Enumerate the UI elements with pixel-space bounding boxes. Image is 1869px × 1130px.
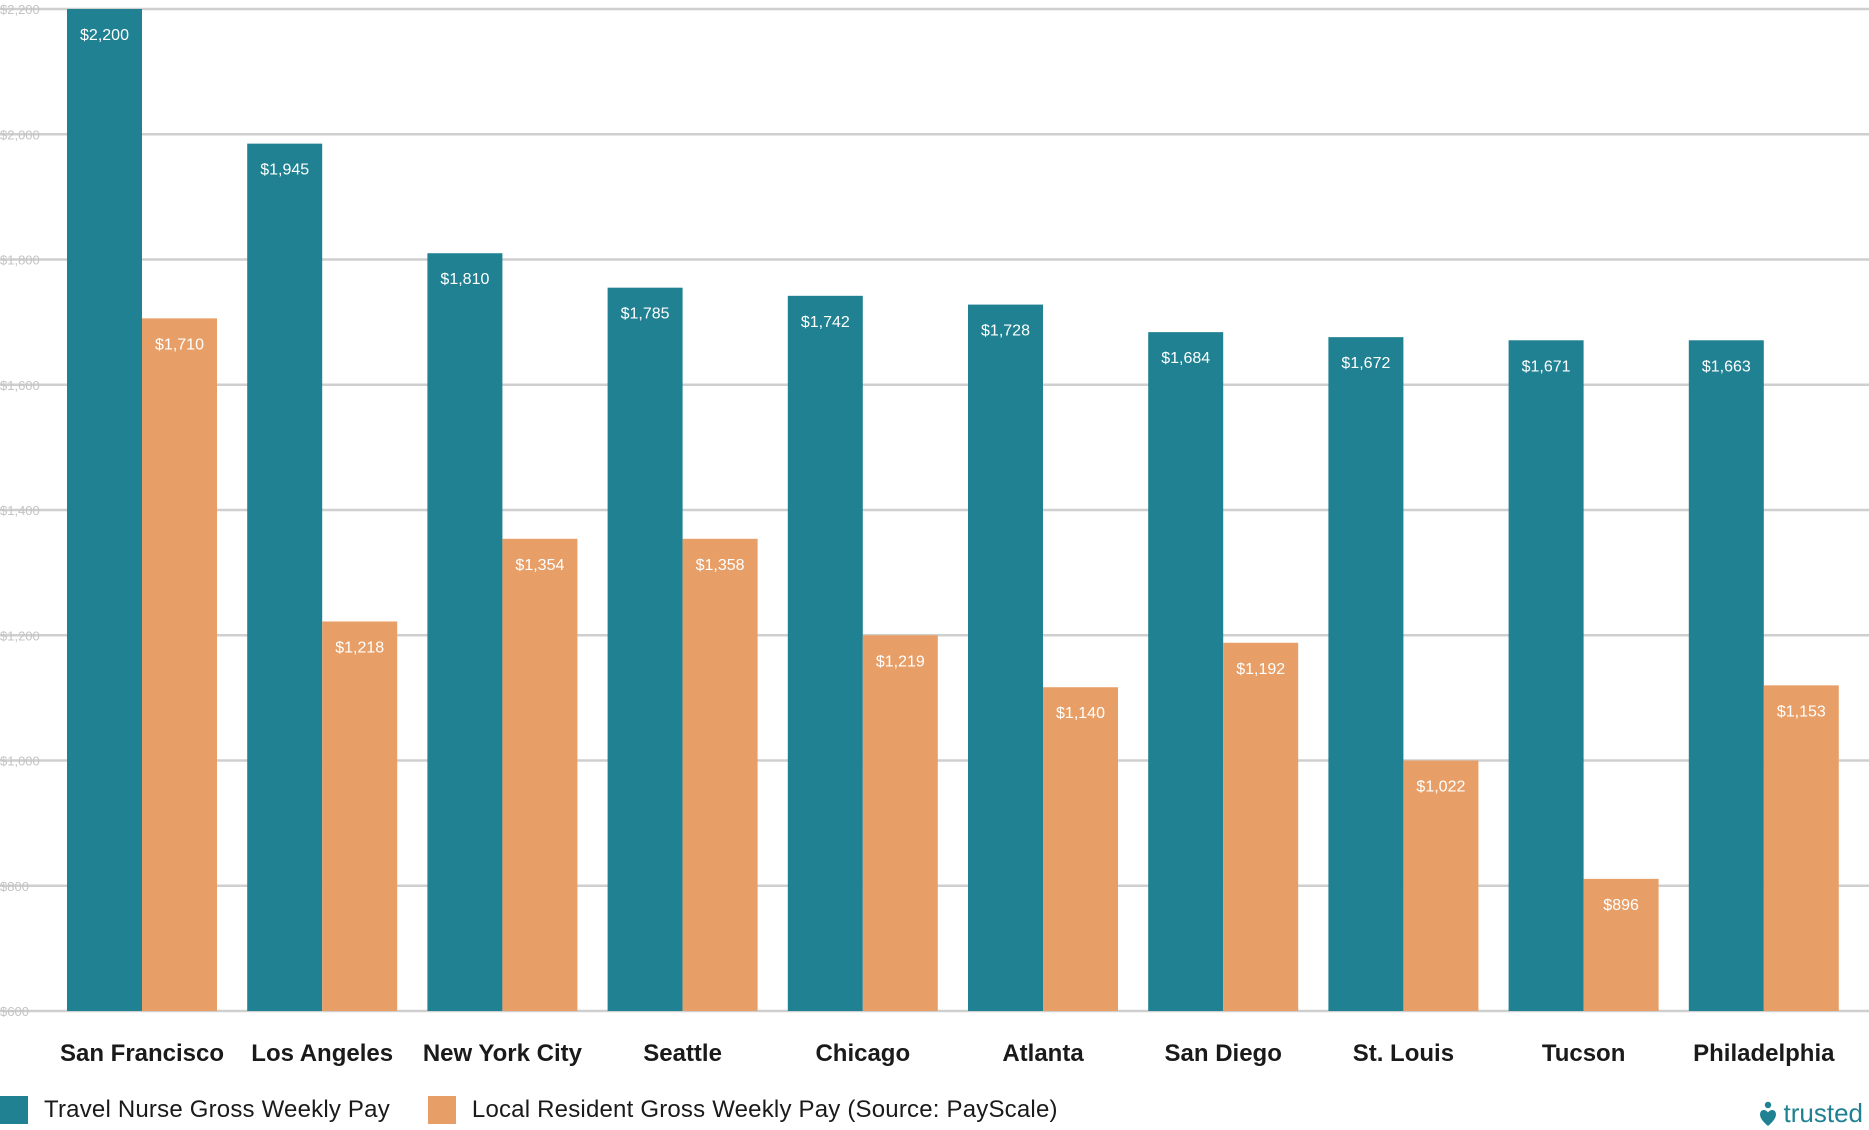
x-tick-label: Tucson bbox=[1542, 1040, 1626, 1067]
bar-value-label: $1,671 bbox=[1522, 358, 1571, 375]
bar bbox=[1043, 687, 1118, 1011]
bar-value-label: $1,153 bbox=[1777, 703, 1826, 720]
y-axis-ticks: $600 $800 $1,000 $1,200 $1,400 $1,600 $1,800 $2… bbox=[0, 2, 40, 1019]
bar bbox=[322, 621, 398, 1011]
y-tick-label: $1,000 bbox=[0, 754, 40, 769]
bar-value-label: $1,663 bbox=[1702, 358, 1751, 375]
bar-value-label: $1,710 bbox=[155, 336, 204, 353]
legend-label-local-resident: Local Resident Gross Weekly Pay (Source:… bbox=[471, 1096, 1058, 1123]
bar bbox=[1583, 878, 1659, 1011]
bar-value-label: $1,358 bbox=[696, 557, 745, 574]
legend-label-travel-nurse: Travel Nurse Gross Weekly Pay bbox=[44, 1096, 390, 1123]
x-axis-ticks: San Francisco Los Angeles New York City Sea… bbox=[60, 1040, 1835, 1067]
bar bbox=[1148, 332, 1224, 1011]
bar bbox=[968, 304, 1043, 1012]
y-tick-label: $600 bbox=[0, 1004, 29, 1019]
bar-chart: $600 $800 $1,000 $1,200 $1,400 $1,600 $1,800 $2… bbox=[0, 2, 1869, 1067]
bar-value-label: $1,022 bbox=[1416, 779, 1465, 796]
bar-value-label: $1,728 bbox=[981, 323, 1030, 340]
bar bbox=[427, 253, 503, 1012]
bar bbox=[142, 318, 217, 1011]
bar-value-label: $1,354 bbox=[515, 557, 564, 574]
bar bbox=[1763, 685, 1839, 1011]
bar bbox=[1403, 760, 1479, 1011]
bars bbox=[67, 9, 1839, 1012]
x-tick-label: Los Angeles bbox=[251, 1040, 393, 1067]
bar-value-label: $1,785 bbox=[621, 306, 670, 323]
bar-value-label: $1,810 bbox=[440, 271, 489, 288]
y-tick-label: $2,200 bbox=[0, 2, 40, 17]
x-tick-label: New York City bbox=[423, 1040, 583, 1067]
bar-value-label: $1,684 bbox=[1161, 350, 1210, 367]
bar bbox=[682, 538, 758, 1011]
bar bbox=[1223, 642, 1299, 1011]
x-tick-label: San Diego bbox=[1165, 1040, 1282, 1067]
x-tick-label: Chicago bbox=[815, 1040, 910, 1067]
bar-value-label: $1,742 bbox=[801, 314, 850, 331]
bar bbox=[67, 9, 142, 1011]
bar-value-label: $1,140 bbox=[1056, 705, 1105, 722]
bar-value-label: $896 bbox=[1603, 897, 1639, 914]
x-tick-label: St. Louis bbox=[1353, 1040, 1454, 1067]
x-tick-label: Philadelphia bbox=[1693, 1040, 1835, 1067]
y-tick-label: $1,800 bbox=[0, 253, 40, 268]
bar-value-label: $1,945 bbox=[260, 162, 309, 179]
y-tick-label: $800 bbox=[0, 879, 29, 894]
bar bbox=[1328, 337, 1404, 1011]
bar-value-label: $2,200 bbox=[80, 27, 129, 44]
y-tick-label: $2,000 bbox=[0, 127, 40, 142]
bar bbox=[1508, 340, 1584, 1011]
legend: Travel Nurse Gross Weekly Pay Local Resi… bbox=[0, 1090, 1096, 1130]
bar bbox=[862, 635, 938, 1011]
legend-item-local-resident: Local Resident Gross Weekly Pay (Source:… bbox=[427, 1096, 1058, 1124]
y-tick-label: $1,400 bbox=[0, 503, 40, 518]
x-tick-label: Seattle bbox=[643, 1040, 722, 1067]
bar bbox=[607, 287, 683, 1011]
bar-value-label: $1,192 bbox=[1236, 661, 1285, 678]
bar bbox=[787, 295, 863, 1011]
bar bbox=[1688, 340, 1764, 1011]
y-tick-label: $1,600 bbox=[0, 378, 40, 393]
bar bbox=[502, 538, 578, 1011]
brand-logo: trusted bbox=[1758, 1098, 1864, 1129]
y-tick-label: $1,200 bbox=[0, 628, 40, 643]
bar-value-label: $1,672 bbox=[1341, 355, 1390, 372]
bar-value-labels: $2,200 $1,710 $1,945 $1,218 $1,810 $1,354 $1,7… bbox=[80, 27, 1826, 914]
trusted-logo-icon bbox=[1759, 1101, 1776, 1126]
x-tick-label: San Francisco bbox=[60, 1040, 224, 1067]
brand-name: trusted bbox=[1783, 1098, 1864, 1128]
x-tick-label: Atlanta bbox=[1002, 1040, 1084, 1067]
bar bbox=[247, 143, 323, 1012]
legend-swatch-travel-nurse bbox=[0, 1096, 28, 1124]
bar-value-label: $1,218 bbox=[335, 639, 384, 656]
legend-swatch-local-resident bbox=[427, 1096, 456, 1124]
legend-item-travel-nurse: Travel Nurse Gross Weekly Pay bbox=[0, 1096, 390, 1124]
bar-value-label: $1,219 bbox=[876, 653, 925, 670]
